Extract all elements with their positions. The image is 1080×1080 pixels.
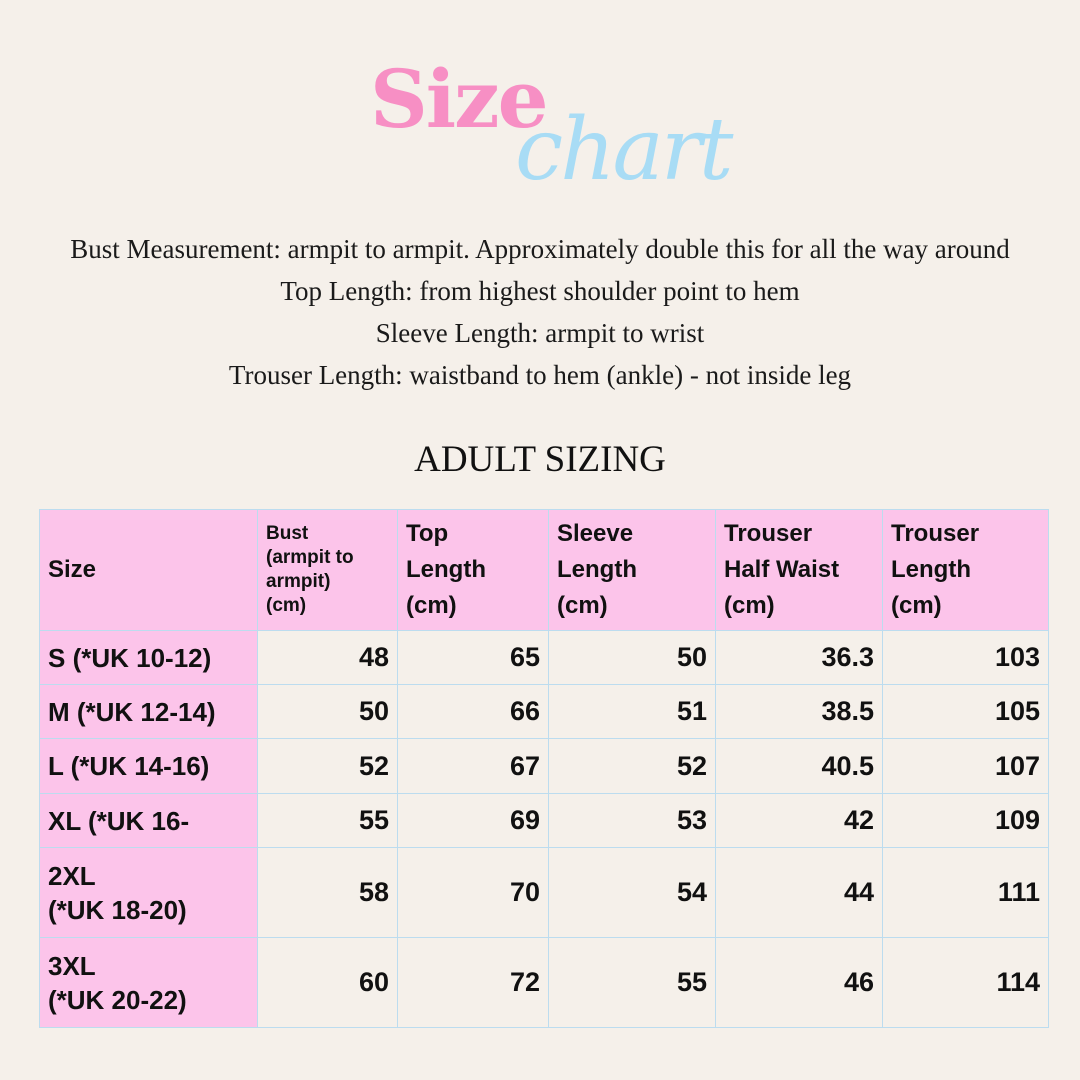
header-line: Top bbox=[406, 520, 449, 547]
size-cell: L (*UK 14-16) bbox=[39, 738, 258, 794]
measurement-cell: 50 bbox=[548, 630, 716, 685]
section-heading: ADULT SIZING bbox=[414, 439, 666, 480]
measurement-cell: 66 bbox=[397, 684, 549, 739]
column-header: Size bbox=[39, 509, 258, 631]
header-line: Trouser bbox=[724, 520, 813, 547]
measurement-cell: 70 bbox=[397, 847, 549, 938]
table-row: L (*UK 14-16) 52 67 52 40.5 107 bbox=[39, 738, 1049, 794]
header-line: (cm) bbox=[891, 592, 942, 619]
column-header: Top Length (cm) bbox=[397, 509, 549, 631]
header-line: Length bbox=[891, 556, 971, 583]
header-line: Length bbox=[557, 556, 637, 583]
header-line: Sleeve bbox=[557, 520, 634, 547]
measurement-cell: 53 bbox=[548, 793, 716, 848]
header-line: (cm) bbox=[557, 592, 608, 619]
size-label: 2XL bbox=[48, 860, 96, 891]
measurement-cell: 38.5 bbox=[715, 684, 883, 739]
header-line: armpit) bbox=[266, 571, 331, 592]
measurement-cell: 54 bbox=[548, 847, 716, 938]
measurement-cell: 48 bbox=[257, 630, 398, 685]
measurement-cell: 107 bbox=[882, 738, 1049, 794]
measurement-cell: 46 bbox=[715, 937, 883, 1028]
measurement-cell: 65 bbox=[397, 630, 549, 685]
measurement-cell: 60 bbox=[257, 937, 398, 1028]
measurement-cell: 58 bbox=[257, 847, 398, 938]
measurement-cell: 105 bbox=[882, 684, 1049, 739]
note-top-length: Top Length: from highest shoulder point … bbox=[280, 276, 800, 306]
measurement-cell: 51 bbox=[548, 684, 716, 739]
column-header: Sleeve Length (cm) bbox=[548, 509, 716, 631]
column-header: Trouser Half Waist (cm) bbox=[715, 509, 883, 631]
size-chart-logo: Size chart bbox=[360, 50, 740, 220]
note-bust: Bust Measurement: armpit to armpit. Appr… bbox=[70, 234, 1010, 264]
header-line: Bust bbox=[266, 523, 309, 544]
measurement-cell: 55 bbox=[257, 793, 398, 848]
size-label: 3XL bbox=[48, 950, 96, 981]
size-cell: M (*UK 12-14) bbox=[39, 684, 258, 739]
measurement-cell: 55 bbox=[548, 937, 716, 1028]
measurement-cell: 111 bbox=[882, 847, 1049, 938]
table-row: S (*UK 10-12) 48 65 50 36.3 103 bbox=[39, 630, 1049, 685]
note-sleeve-length: Sleeve Length: armpit to wrist bbox=[375, 318, 705, 348]
size-cell: S (*UK 10-12) bbox=[39, 630, 258, 685]
column-header: Bust (armpit to armpit) (cm) bbox=[257, 509, 398, 631]
logo-word-size: Size bbox=[370, 52, 548, 146]
measurement-cell: 36.3 bbox=[715, 630, 883, 685]
header-line: Size bbox=[48, 556, 97, 583]
measurement-cell: 67 bbox=[397, 738, 549, 794]
logo-word-chart: chart bbox=[515, 100, 733, 200]
table-row: M (*UK 12-14) 50 66 51 38.5 105 bbox=[39, 684, 1049, 739]
measurement-cell: 50 bbox=[257, 684, 398, 739]
column-header: Trouser Length (cm) bbox=[882, 509, 1049, 631]
measurement-cell: 44 bbox=[715, 847, 883, 938]
table-row: 3XL (*UK 20-22) 60 72 55 46 114 bbox=[39, 937, 1049, 1028]
header-line: (cm) bbox=[266, 595, 307, 616]
note-trouser-length: Trouser Length: waistband to hem (ankle)… bbox=[228, 360, 852, 390]
size-label: L (*UK 14-16) bbox=[48, 751, 210, 781]
measurement-cell: 52 bbox=[257, 738, 398, 794]
measurement-cell: 42 bbox=[715, 793, 883, 848]
table-row: 2XL (*UK 18-20) 58 70 54 44 111 bbox=[39, 847, 1049, 938]
measurement-cell: 40.5 bbox=[715, 738, 883, 794]
size-label: XL (*UK 16- bbox=[48, 805, 190, 836]
header-line: (cm) bbox=[724, 592, 775, 619]
header-line: Length bbox=[406, 556, 486, 583]
table-row: XL (*UK 16- 55 69 53 42 109 bbox=[39, 793, 1049, 848]
header-row: Size Bust (armpit to armpit) (cm) Top Length (c… bbox=[39, 509, 1049, 631]
measurement-notes: Bust Measurement: armpit to armpit. Appr… bbox=[0, 228, 1080, 396]
header-line: Half Waist bbox=[724, 556, 840, 583]
header-line: (cm) bbox=[406, 592, 457, 619]
size-cell: XL (*UK 16- bbox=[39, 793, 258, 848]
measurement-cell: 72 bbox=[397, 937, 549, 1028]
measurement-cell: 114 bbox=[882, 937, 1049, 1028]
measurement-cell: 103 bbox=[882, 630, 1049, 685]
size-table: Size Bust (armpit to armpit) (cm) Top Length (c… bbox=[39, 509, 1049, 1028]
size-cell: 3XL (*UK 20-22) bbox=[39, 937, 258, 1028]
size-label: (*UK 18-20) bbox=[48, 894, 187, 925]
measurement-cell: 109 bbox=[882, 793, 1049, 848]
size-label: M (*UK 12-14) bbox=[48, 696, 216, 727]
measurement-cell: 69 bbox=[397, 793, 549, 848]
size-cell: 2XL (*UK 18-20) bbox=[39, 847, 258, 938]
header-line: Trouser bbox=[891, 520, 980, 547]
header-line: (armpit to bbox=[266, 547, 354, 568]
measurement-cell: 52 bbox=[548, 738, 716, 794]
size-label: (*UK 20-22) bbox=[48, 984, 187, 1015]
size-label: S (*UK 10-12) bbox=[48, 642, 212, 673]
